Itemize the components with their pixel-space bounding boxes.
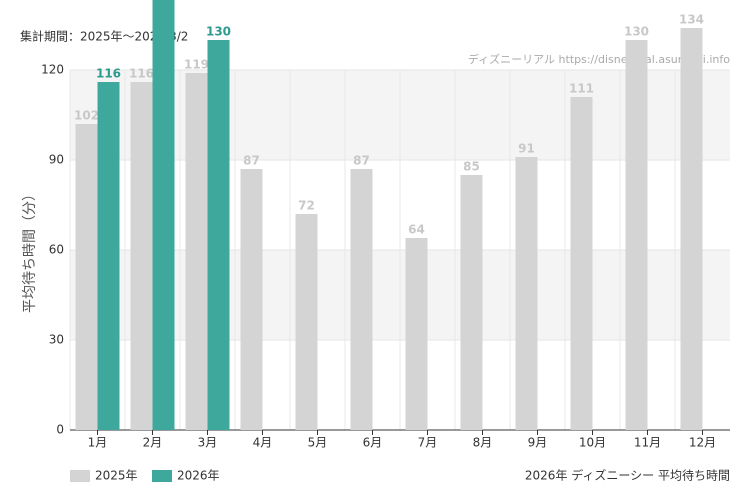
x-tick-label: 9月 — [528, 436, 548, 450]
y-tick-label: 90 — [49, 153, 64, 167]
x-tick-label: 10月 — [579, 436, 606, 450]
value-label: 87 — [243, 154, 260, 168]
value-label: 102 — [74, 109, 99, 123]
bar — [185, 73, 208, 430]
value-label: 111 — [569, 82, 594, 96]
legend-label: 2026年 — [177, 469, 220, 483]
bar — [207, 40, 230, 430]
x-tick-label: 4月 — [253, 436, 273, 450]
bar — [570, 97, 593, 430]
legend-swatch — [70, 470, 90, 482]
value-label: 87 — [353, 154, 370, 168]
bar — [240, 169, 263, 430]
x-tick-label: 12月 — [689, 436, 716, 450]
value-label: 116 — [129, 67, 154, 81]
x-tick-label: 7月 — [418, 436, 438, 450]
value-label: 72 — [298, 199, 315, 213]
y-tick-label: 0 — [56, 423, 64, 437]
x-tick-label: 6月 — [363, 436, 383, 450]
bar — [460, 175, 483, 430]
legend-swatch — [152, 470, 172, 482]
bar — [625, 40, 648, 430]
y-tick-label: 60 — [49, 243, 64, 257]
y-tick-label: 120 — [41, 63, 64, 77]
bar — [515, 157, 538, 430]
value-label: 85 — [463, 160, 480, 174]
x-tick-label: 1月 — [88, 436, 108, 450]
bar — [97, 82, 120, 430]
bar — [350, 169, 373, 430]
x-tick-label: 5月 — [308, 436, 328, 450]
value-label: 130 — [206, 25, 231, 39]
x-tick-label: 2月 — [143, 436, 163, 450]
bar — [75, 124, 98, 430]
bar — [295, 214, 318, 430]
value-label: 64 — [408, 223, 425, 237]
bar — [130, 82, 153, 430]
chart-title: 2026年 ディズニーシー 平均待ち時間 — [525, 468, 730, 483]
value-label: 116 — [96, 67, 121, 81]
x-tick-label: 11月 — [634, 436, 661, 450]
bar — [152, 0, 175, 430]
legend-label: 2025年 — [95, 469, 138, 483]
x-tick-label: 8月 — [473, 436, 493, 450]
y-tick-label: 30 — [49, 333, 64, 347]
value-label: 130 — [624, 25, 649, 39]
y-axis-label: 平均待ち時間（分） — [22, 187, 38, 313]
value-label: 91 — [518, 142, 535, 156]
bar — [680, 28, 703, 430]
watermark: ディズニーリアル https://disneyreal.asumirai.inf… — [468, 52, 730, 66]
value-label: 134 — [679, 13, 704, 27]
value-label: 119 — [184, 58, 209, 72]
subtitle: 集計期間：2025年～2026/3/2 — [20, 29, 188, 44]
x-tick-label: 3月 — [198, 436, 218, 450]
bar — [405, 238, 428, 430]
